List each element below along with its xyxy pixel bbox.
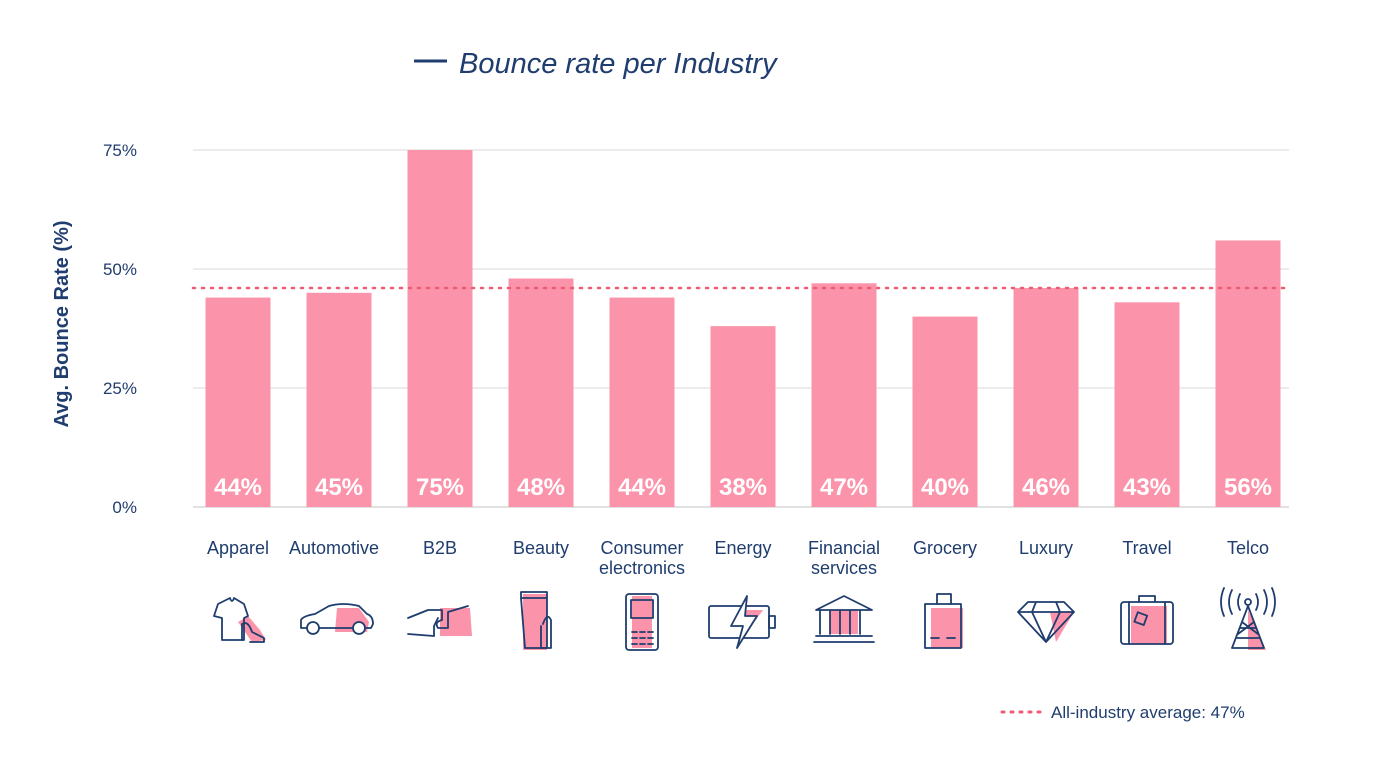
x-tick-label: Beauty xyxy=(513,538,569,558)
y-tick-label: 75% xyxy=(103,141,137,160)
legend-series-label: Bounce rate per Industry xyxy=(459,48,778,80)
handshake-puzzle-icon xyxy=(407,605,472,637)
x-tick-label: electronics xyxy=(599,558,685,578)
x-tick-label: Apparel xyxy=(207,538,269,558)
bar-financial-services xyxy=(811,283,877,507)
x-tick-label: Energy xyxy=(714,538,771,558)
bar-apparel xyxy=(205,297,271,507)
y-tick-label: 0% xyxy=(112,498,137,517)
x-tick-label: Financial xyxy=(808,538,880,558)
bar-beauty xyxy=(508,278,574,507)
reference-legend-label: All-industry average: 47% xyxy=(1051,703,1245,722)
x-tick-label: Grocery xyxy=(913,538,977,558)
data-label: 44% xyxy=(214,474,262,501)
legend: Bounce rate per Industry xyxy=(414,48,778,80)
battery-icon xyxy=(708,595,776,649)
data-label: 40% xyxy=(921,474,969,501)
suitcase-icon xyxy=(1120,595,1174,645)
data-label: 43% xyxy=(1123,474,1171,501)
reference-legend: All-industry average: 47% xyxy=(1000,703,1245,722)
data-label: 46% xyxy=(1022,474,1070,501)
data-label: 45% xyxy=(315,474,363,501)
bank-icon xyxy=(813,595,875,643)
data-label: 38% xyxy=(719,474,767,501)
bar-telco xyxy=(1215,240,1281,507)
x-tick-label: Automotive xyxy=(289,538,379,558)
x-tick-label: Consumer xyxy=(600,538,683,558)
data-label: 75% xyxy=(416,474,464,501)
bar-travel xyxy=(1114,302,1180,507)
x-tick-label: B2B xyxy=(423,538,457,558)
data-label: 44% xyxy=(618,474,666,501)
data-label: 48% xyxy=(517,474,565,501)
bar-consumer-electronics xyxy=(609,297,675,507)
x-tick-label: services xyxy=(811,558,877,578)
data-label: 56% xyxy=(1224,474,1272,501)
bar-energy xyxy=(710,326,776,507)
data-label: 47% xyxy=(820,474,868,501)
x-tick-label: Travel xyxy=(1122,538,1171,558)
diamond-icon xyxy=(1017,601,1075,643)
antenna-tower-icon xyxy=(1220,587,1276,650)
mobile-phone-icon xyxy=(625,593,659,651)
y-axis-label: Avg. Bounce Rate (%) xyxy=(51,220,73,427)
bar-grocery xyxy=(912,316,978,507)
shopping-bag-icon xyxy=(924,593,963,649)
x-tick-label: Luxury xyxy=(1019,538,1073,558)
y-tick-label: 25% xyxy=(103,379,137,398)
y-tick-label: 50% xyxy=(103,260,137,279)
bar-automotive xyxy=(306,292,372,507)
apparel-icon xyxy=(213,597,266,643)
lipstick-icon xyxy=(520,591,552,650)
car-icon xyxy=(300,603,374,635)
bar-luxury xyxy=(1013,288,1079,507)
x-tick-label: Telco xyxy=(1227,538,1269,558)
bar-b2b xyxy=(407,150,473,507)
